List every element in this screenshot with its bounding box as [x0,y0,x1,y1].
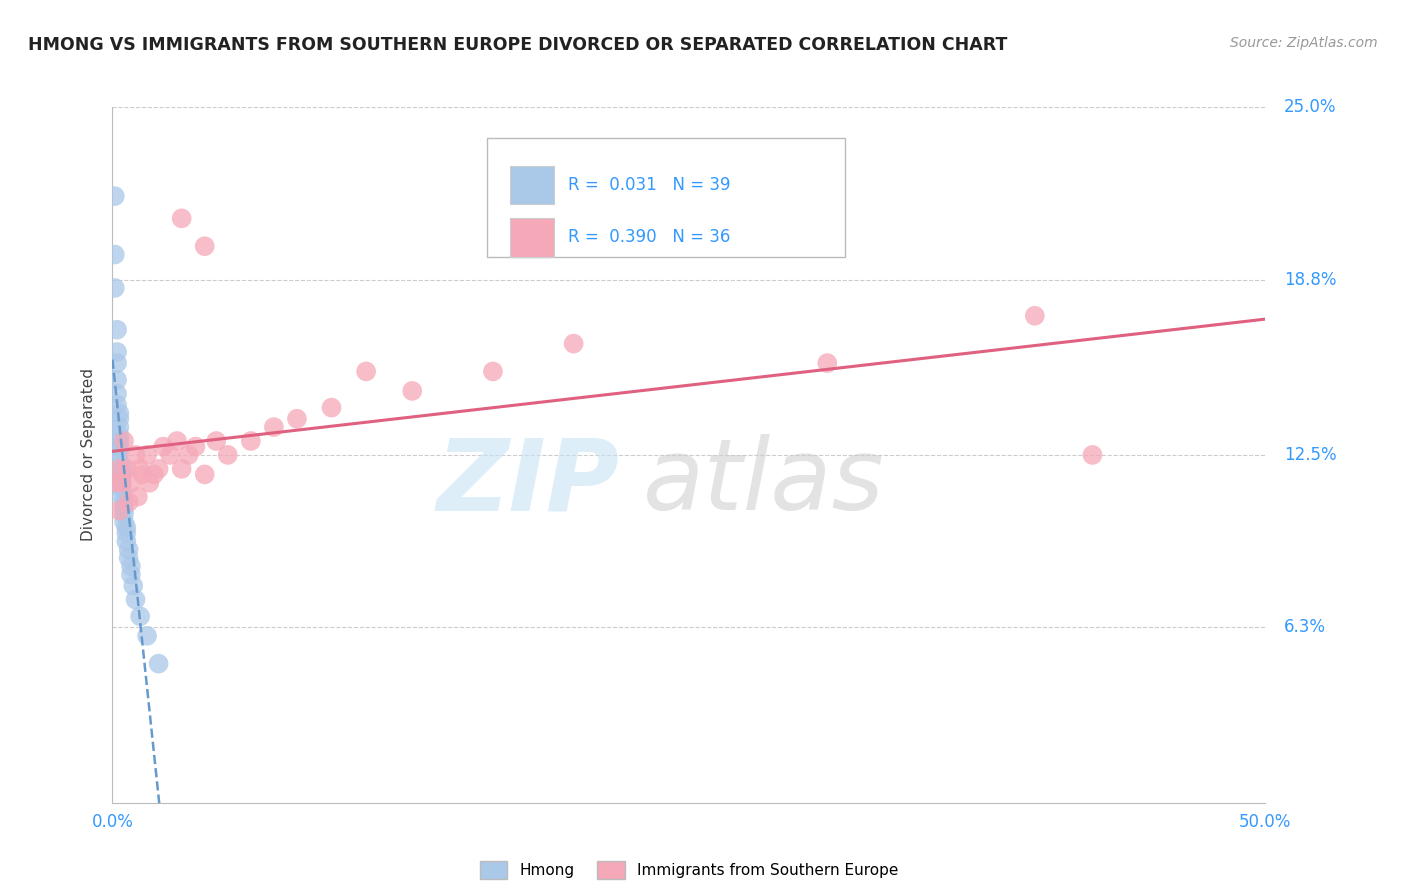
Text: ZIP: ZIP [437,434,620,532]
Text: R =  0.390   N = 36: R = 0.390 N = 36 [568,228,730,246]
Point [136,629,159,643]
Point [170,462,193,476]
Point [111,475,134,490]
Text: 18.8%: 18.8% [1284,270,1336,289]
Point [112,515,135,529]
Point [127,490,149,504]
Point [194,239,217,253]
Point [131,467,153,482]
Point [152,440,174,454]
Point [115,462,138,476]
Point [354,364,377,378]
Point [105,323,128,337]
Text: R =  0.031   N = 39: R = 0.031 N = 39 [568,177,730,194]
FancyBboxPatch shape [510,219,554,257]
Point [111,490,134,504]
Point [117,542,139,557]
Point [239,434,262,448]
Point [108,434,131,448]
Point [117,550,139,565]
Point [105,356,128,370]
Point [108,462,131,476]
Text: 25.0%: 25.0% [1284,98,1336,116]
Point [194,467,217,482]
Text: Source: ZipAtlas.com: Source: ZipAtlas.com [1230,36,1378,50]
FancyBboxPatch shape [486,138,845,257]
Point [108,453,131,467]
Point [105,386,128,401]
Point [115,534,138,549]
Point [217,448,239,462]
Point [166,434,188,448]
Point [1081,448,1104,462]
Point [111,458,134,473]
Point [111,481,134,495]
Point [104,281,127,295]
Point [285,411,308,425]
Point [105,345,128,359]
Point [184,440,207,454]
Point [108,440,131,454]
Point [104,189,127,203]
Point [108,445,131,459]
Point [143,467,166,482]
Point [124,448,146,462]
Point [111,475,134,490]
Point [138,475,160,490]
Point [104,247,127,261]
Point [112,507,135,521]
Point [482,364,505,378]
Point [124,592,146,607]
Y-axis label: Divorced or Separated: Divorced or Separated [80,368,96,541]
Point [115,520,138,534]
Point [111,465,134,479]
Point [111,470,134,484]
Point [112,500,135,515]
Point [112,495,135,509]
Text: 6.3%: 6.3% [1284,618,1326,637]
Point [129,462,152,476]
Point [105,475,128,490]
Text: atlas: atlas [643,434,884,532]
Point [148,462,170,476]
Point [177,448,200,462]
Point [129,609,152,624]
Point [108,503,131,517]
Point [321,401,343,415]
Point [108,406,131,420]
Point [112,434,135,448]
Point [401,384,423,398]
Point [108,411,131,425]
Text: 12.5%: 12.5% [1284,446,1337,464]
Point [120,567,142,582]
Point [263,420,285,434]
Point [108,428,131,442]
Point [159,448,181,462]
Point [115,525,138,540]
Point [105,373,128,387]
Point [205,434,228,448]
Point [815,356,838,370]
Point [1024,309,1046,323]
Legend: Hmong, Immigrants from Southern Europe: Hmong, Immigrants from Southern Europe [474,855,904,886]
Point [562,336,585,351]
Point [170,211,193,226]
Text: HMONG VS IMMIGRANTS FROM SOUTHERN EUROPE DIVORCED OR SEPARATED CORRELATION CHART: HMONG VS IMMIGRANTS FROM SOUTHERN EUROPE… [28,36,1008,54]
Point [117,495,139,509]
Point [120,475,142,490]
Point [136,448,159,462]
FancyBboxPatch shape [510,166,554,204]
Point [105,398,128,412]
Point [120,559,142,574]
Point [148,657,170,671]
Point [122,579,145,593]
Point [108,420,131,434]
